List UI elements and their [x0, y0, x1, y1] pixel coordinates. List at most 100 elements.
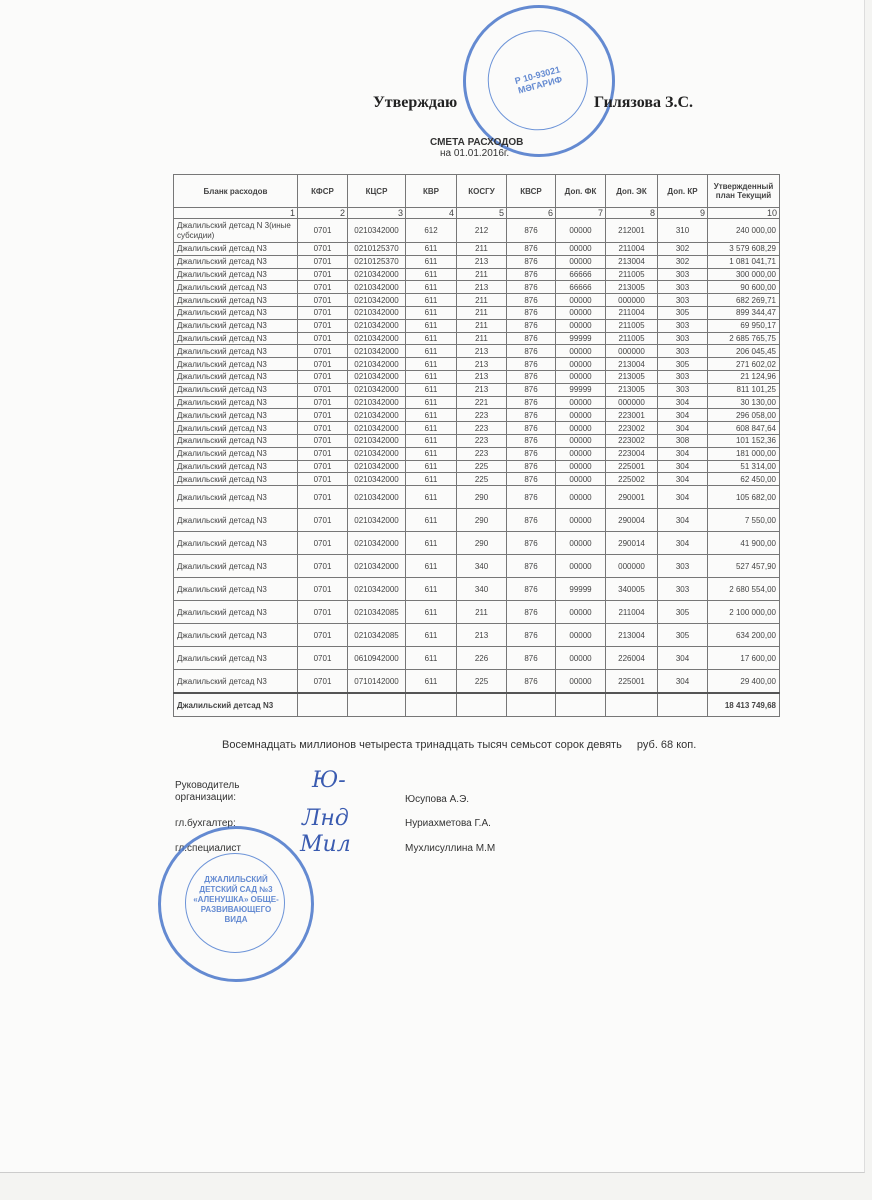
row-code: 99999 — [555, 577, 606, 602]
column-number: 1 — [173, 207, 298, 219]
column-header: Доп. ЭК — [605, 174, 658, 208]
row-code: 0710142000 — [347, 669, 406, 694]
row-code: 00000 — [555, 472, 606, 487]
row-amount: 296 058,00 — [707, 408, 780, 423]
table-row: Джалильский детсад N3 0701 0610942000 611 22… — [173, 646, 780, 671]
row-code: 308 — [657, 433, 708, 448]
row-code: 0701 — [297, 254, 348, 269]
table-row: Джалильский детсад N3 0701 0210342000 611 21… — [173, 344, 780, 359]
row-amount: 51 314,00 — [707, 459, 780, 474]
table-row: Джалильский детсад N3 0701 0210342000 611 29… — [173, 508, 780, 533]
row-code: 00000 — [555, 600, 606, 625]
row-code: 00000 — [555, 369, 606, 384]
row-code: 00000 — [555, 554, 606, 579]
table-row: Джалильский детсад N3 0701 0210342000 611 22… — [173, 459, 780, 474]
row-code: 225001 — [605, 459, 658, 474]
row-code: 0210342000 — [347, 369, 406, 384]
row-code: 0210342000 — [347, 305, 406, 320]
row-code: 225001 — [605, 669, 658, 694]
row-code: 000000 — [605, 395, 658, 410]
row-code: 0210342000 — [347, 331, 406, 346]
row-name: Джалильский детсад N3 — [173, 421, 298, 435]
row-code: 303 — [657, 369, 708, 384]
signature-name-accountant: Нуриахметова Г.А. — [405, 818, 491, 829]
row-amount: 181 000,00 — [707, 446, 780, 461]
row-code: 611 — [405, 446, 457, 461]
row-amount: 29 400,00 — [707, 669, 780, 694]
row-name: Джалильский детсад N3 — [173, 577, 298, 602]
row-code: 212 — [456, 218, 507, 243]
row-code: 0210342000 — [347, 485, 406, 510]
row-code: 0210342000 — [347, 357, 406, 371]
row-code: 00000 — [555, 646, 606, 671]
row-code: 213 — [456, 344, 507, 359]
row-amount: 3 579 608,29 — [707, 242, 780, 256]
row-code: 611 — [405, 459, 457, 474]
row-code: 876 — [506, 433, 556, 448]
row-code: 00000 — [555, 293, 606, 307]
empty-cell — [297, 692, 348, 718]
handwritten-signature-head: Ю‑ — [312, 768, 346, 793]
row-name: Джалильский детсад N3 — [173, 531, 298, 556]
row-code: 303 — [657, 344, 708, 359]
row-name: Джалильский детсад N3 — [173, 305, 298, 320]
row-code: 303 — [657, 577, 708, 602]
row-code: 213 — [456, 369, 507, 384]
row-code: 876 — [506, 472, 556, 487]
row-code: 211 — [456, 318, 507, 333]
row-amount: 527 457,90 — [707, 554, 780, 579]
total-amount: 18 413 749,68 — [707, 692, 780, 718]
row-name: Джалильский детсад N3 — [173, 600, 298, 625]
row-code: 305 — [657, 623, 708, 648]
row-code: 290004 — [605, 508, 658, 533]
row-code: 223 — [456, 446, 507, 461]
row-code: 290014 — [605, 531, 658, 556]
row-amount: 2 685 765,75 — [707, 331, 780, 346]
row-code: 221 — [456, 395, 507, 410]
row-amount: 682 269,71 — [707, 293, 780, 307]
row-code: 611 — [405, 600, 457, 625]
row-code: 876 — [506, 459, 556, 474]
row-code: 0701 — [297, 421, 348, 435]
table-row: Джалильский детсад N3 0701 0210342000 611 22… — [173, 446, 780, 461]
row-code: 213005 — [605, 280, 658, 295]
row-code: 611 — [405, 395, 457, 410]
row-code: 611 — [405, 293, 457, 307]
row-code: 876 — [506, 554, 556, 579]
column-number: 4 — [405, 207, 457, 219]
row-code: 876 — [506, 369, 556, 384]
amount-in-words: Восемнадцать миллионов четыреста тринадц… — [222, 739, 696, 751]
row-code: 611 — [405, 408, 457, 423]
row-code: 213004 — [605, 254, 658, 269]
row-code: 876 — [506, 577, 556, 602]
empty-cell — [555, 692, 606, 718]
row-name: Джалильский детсад N3 — [173, 318, 298, 333]
row-amount: 69 950,17 — [707, 318, 780, 333]
row-code: 303 — [657, 267, 708, 282]
row-code: 611 — [405, 646, 457, 671]
row-code: 0701 — [297, 433, 348, 448]
row-code: 611 — [405, 369, 457, 384]
table-header-row: Бланк расходов КФСР КЦСР КВР КОСГУ КВСР Доп. Ф… — [173, 174, 780, 208]
row-code: 611 — [405, 623, 457, 648]
column-number: 8 — [605, 207, 658, 219]
row-code: 211 — [456, 305, 507, 320]
document-date: на 01.01.2016г. — [440, 148, 510, 159]
row-amount: 17 600,00 — [707, 646, 780, 671]
row-code: 303 — [657, 554, 708, 579]
column-header: Утвержденный план Текущий — [707, 174, 780, 208]
table-row: Джалильский детсад N3 0701 0210342000 611 21… — [173, 382, 780, 397]
row-amount: 899 344,47 — [707, 305, 780, 320]
row-code: 340 — [456, 577, 507, 602]
row-name: Джалильский детсад N3 — [173, 267, 298, 282]
row-code: 876 — [506, 446, 556, 461]
row-code: 876 — [506, 669, 556, 694]
row-amount: 21 124,96 — [707, 369, 780, 384]
row-code: 213 — [456, 254, 507, 269]
row-code: 310 — [657, 218, 708, 243]
row-amount: 90 600,00 — [707, 280, 780, 295]
table-row: Джалильский детсад N3 0701 0210342000 611 21… — [173, 331, 780, 346]
row-code: 0701 — [297, 318, 348, 333]
row-code: 611 — [405, 554, 457, 579]
document-title: СМЕТА РАСХОДОВ — [430, 137, 524, 148]
